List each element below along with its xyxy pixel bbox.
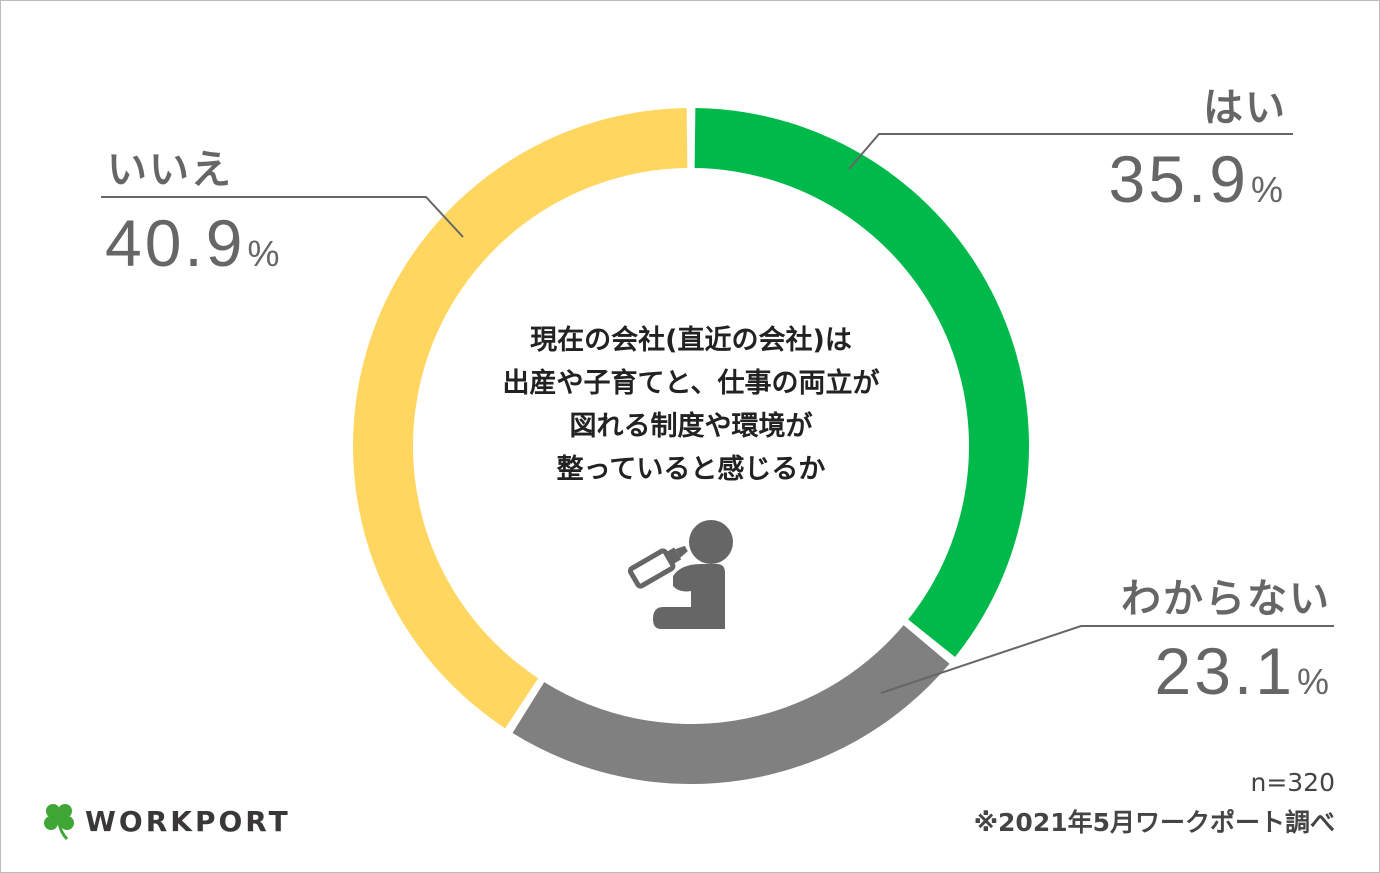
leader-line-iie: [101, 196, 464, 238]
percent-unit: %: [1296, 661, 1329, 702]
clover-icon: [44, 804, 74, 841]
percent-unit: %: [247, 233, 280, 274]
value-iie-number: 40.9: [105, 206, 246, 280]
donut-slice-1: [512, 625, 950, 784]
value-hai-number: 35.9: [1108, 142, 1249, 216]
label-wakaranai: わからない: [1121, 576, 1331, 622]
chart-title: 現在の会社(直近の会社)は 出産や子育てと、仕事の両立が 図れる制度や環境が 整…: [441, 319, 941, 491]
value-iie: 40.9%: [105, 205, 279, 281]
value-hai: 35.9%: [1109, 141, 1283, 217]
workport-logo: WORKPORT: [41, 801, 291, 841]
logo-text: WORKPORT: [85, 804, 291, 838]
chart-title-line: 整っていると感じるか: [556, 454, 826, 485]
chart-title-line: 現在の会社(直近の会社)は: [530, 325, 852, 356]
value-wakaranai: 23.1%: [1155, 633, 1329, 709]
label-hai: はい: [1203, 85, 1287, 131]
sample-size: n=320: [1250, 768, 1335, 797]
chart-title-line: 図れる制度や環境が: [569, 411, 813, 442]
percent-unit: %: [1250, 169, 1283, 210]
donut-slice-0: [694, 108, 1029, 657]
chart-title-line: 出産や子育てと、仕事の両立が: [502, 368, 880, 399]
leader-line-wakaranai: [880, 625, 1334, 694]
donut-slice-2: [352, 108, 688, 729]
value-wakaranai-number: 23.1: [1154, 634, 1295, 708]
leader-line-hai: [848, 133, 1293, 170]
baby-bottle-icon: [627, 520, 733, 629]
source-note: ※2021年5月ワークポート調べ: [973, 808, 1335, 837]
label-iie: いいえ: [107, 147, 233, 193]
